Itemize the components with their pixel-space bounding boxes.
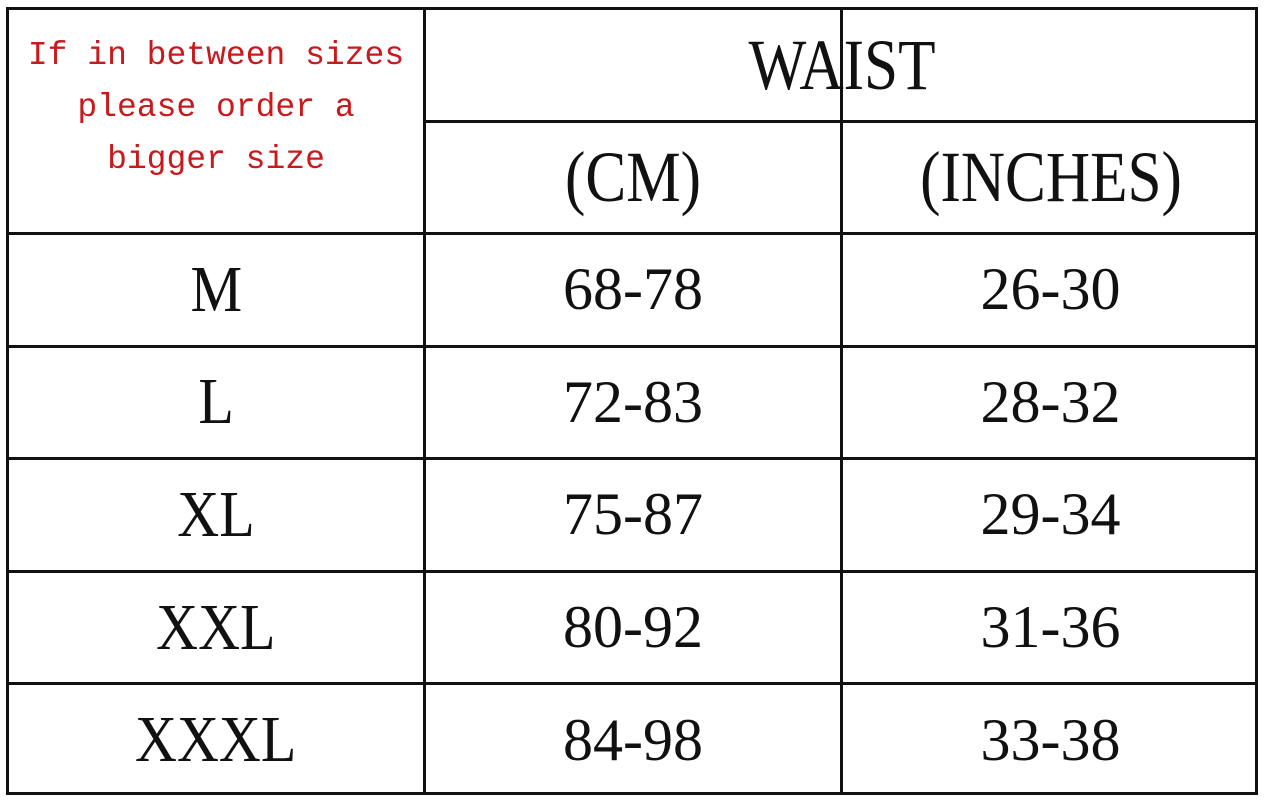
waist-header: WAIST — [426, 10, 1258, 120]
size-cell-text: XXL — [156, 590, 276, 664]
row-divider — [423, 120, 1255, 123]
column-divider — [423, 10, 426, 792]
note-line: If in between sizes — [27, 37, 405, 74]
waist-cm-cell-text: 84-98 — [563, 706, 703, 773]
waist-inches-cell: 29-34 — [843, 460, 1258, 570]
row-divider — [9, 457, 1255, 461]
cm-header-label: (CM) — [565, 137, 701, 217]
size-cell: XXXL — [9, 685, 423, 795]
row-divider — [9, 569, 1255, 573]
waist-cm-cell-text: 75-87 — [563, 481, 703, 548]
waist-inches-cell: 26-30 — [843, 235, 1258, 345]
inches-header-label: (INCHES) — [919, 137, 1182, 217]
size-cell-text: M — [190, 252, 242, 326]
waist-header-label: WAIST — [748, 24, 936, 105]
column-divider — [840, 10, 843, 792]
waist-cm-cell-text: 80-92 — [563, 594, 703, 661]
waist-inches-cell-text: 26-30 — [980, 256, 1121, 323]
row-divider — [9, 682, 1255, 686]
waist-cm-cell: 80-92 — [426, 573, 840, 683]
size-cell-text: XL — [177, 477, 255, 551]
note-line: please order a — [77, 89, 355, 126]
waist-cm-cell-text: 68-78 — [563, 256, 703, 323]
size-cell-text: L — [198, 365, 234, 439]
waist-cm-cell: 84-98 — [426, 685, 840, 795]
row-divider — [9, 344, 1255, 348]
waist-inches-cell-text: 29-34 — [980, 481, 1121, 548]
waist-inches-cell: 31-36 — [843, 573, 1258, 683]
waist-inches-cell-text: 31-36 — [980, 594, 1121, 661]
size-cell: L — [9, 348, 423, 458]
size-cell: M — [9, 235, 423, 345]
waist-cm-cell-text: 72-83 — [563, 368, 703, 435]
waist-inches-cell-text: 28-32 — [980, 368, 1121, 435]
waist-inches-cell: 28-32 — [843, 348, 1258, 458]
note-line: bigger size — [107, 141, 325, 178]
cm-header: (CM) — [426, 123, 840, 232]
waist-inches-cell: 33-38 — [843, 685, 1258, 795]
size-cell: XXL — [9, 573, 423, 683]
size-advice-note: If in between sizes please order a bigge… — [9, 10, 423, 232]
size-cell: XL — [9, 460, 423, 570]
size-chart-table: If in between sizes please order a bigge… — [6, 7, 1258, 795]
inches-header: (INCHES) — [843, 123, 1258, 232]
row-divider — [9, 232, 1255, 235]
waist-cm-cell: 72-83 — [426, 348, 840, 458]
waist-cm-cell: 68-78 — [426, 235, 840, 345]
waist-inches-cell-text: 33-38 — [980, 706, 1121, 773]
waist-cm-cell: 75-87 — [426, 460, 840, 570]
size-cell-text: XXXL — [135, 703, 297, 777]
